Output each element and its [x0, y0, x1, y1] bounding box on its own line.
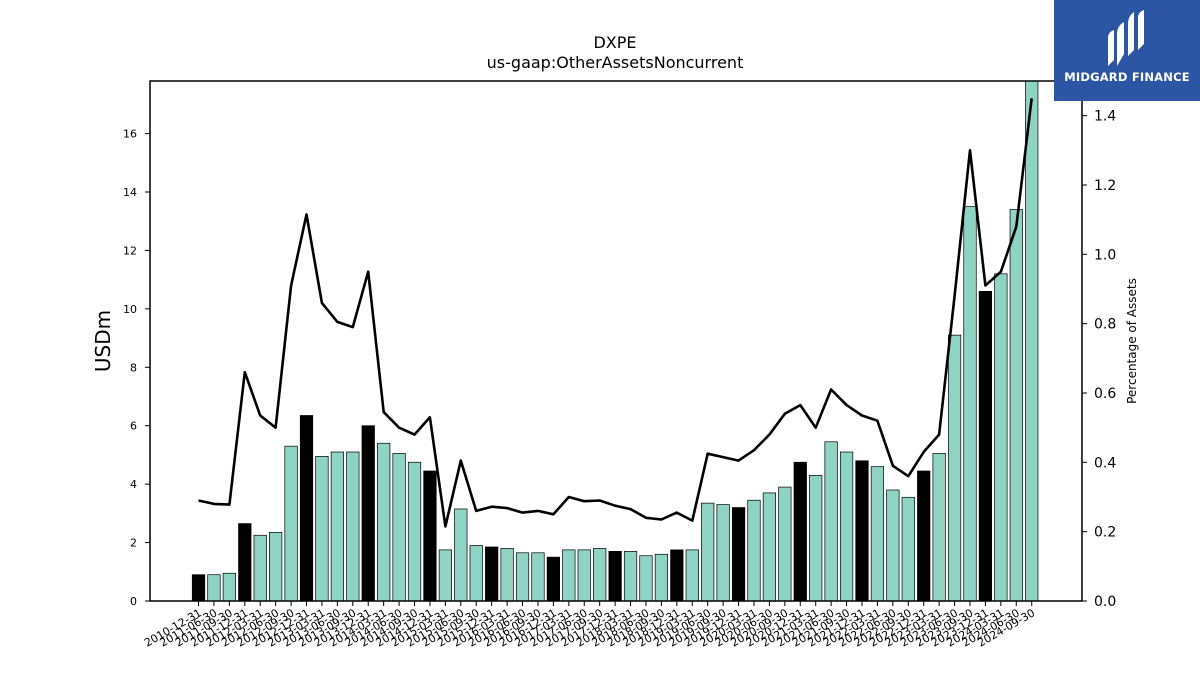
bar-2014-12-31 [423, 470, 437, 602]
bar-2019-12-31 [731, 507, 746, 602]
bar-2011-09-30 [222, 572, 236, 602]
bar-2017-12-31 [608, 550, 622, 602]
bar-2013-09-30 [346, 451, 360, 602]
bar-2015-09-30 [469, 545, 483, 602]
bar-2017-03-31 [562, 549, 576, 602]
bar-2021-06-30 [824, 441, 838, 602]
chart-title: DXPE [593, 33, 637, 52]
y-axis-label: USDm [91, 310, 115, 372]
bar-2012-12-31 [299, 415, 314, 602]
midgard-finance-logo: MIDGARD FINANCE [1054, 0, 1200, 101]
bar-2013-06-30 [330, 451, 344, 602]
bar-2010-12-31 [191, 574, 206, 602]
bar-2011-12-31 [238, 523, 252, 602]
bar-2015-03-31 [438, 549, 452, 602]
y2-tick-label: 0.8 [1094, 317, 1116, 333]
bar-2013-03-31 [315, 456, 329, 602]
bar-2023-09-30 [963, 206, 977, 602]
bar-2016-06-30 [515, 552, 530, 602]
bar-2012-03-31 [253, 534, 267, 602]
y-tick-label: 8 [130, 361, 137, 374]
bar-2015-12-31 [485, 546, 499, 602]
y-tick-label: 12 [123, 244, 137, 257]
logo-mark-icon [1108, 10, 1144, 66]
y2-tick-label: 1.2 [1094, 178, 1116, 194]
y2-tick-label: 0.6 [1094, 386, 1116, 402]
bar-2020-06-30 [762, 492, 777, 602]
bar-2023-03-31 [932, 453, 946, 602]
bar-2022-03-31 [870, 466, 885, 602]
chart-subtitle: us-gaap:OtherAssetsNoncurrent [486, 53, 744, 72]
y-tick-label: 14 [123, 186, 137, 199]
bar-2012-06-30 [269, 531, 283, 602]
y-tick-label: 2 [130, 537, 137, 550]
bar-2016-09-30 [531, 552, 545, 602]
bar-2014-03-31 [377, 442, 391, 602]
y-tick-label: 16 [123, 128, 137, 141]
y-tick-label: 0 [130, 595, 137, 608]
y2-tick-label: 1.4 [1094, 109, 1116, 125]
bar-2021-09-30 [839, 451, 854, 602]
bar-2020-09-30 [778, 486, 792, 602]
bar-2014-06-30 [392, 453, 406, 602]
bar-2016-12-31 [546, 556, 560, 602]
bar-2013-12-31 [361, 425, 375, 602]
y2-tick-label: 0.0 [1094, 594, 1116, 610]
bar-2018-12-31 [670, 549, 684, 602]
bar-2023-06-30 [947, 334, 962, 602]
logo-text: MIDGARD FINANCE [1064, 70, 1190, 84]
bar-2024-06-30 [1009, 209, 1023, 602]
plot-frame [149, 80, 1083, 602]
bar-2021-03-31 [809, 475, 823, 602]
bar-2022-06-30 [886, 489, 900, 602]
bar-2017-06-30 [577, 549, 591, 602]
bar-2018-06-30 [639, 555, 653, 602]
bar-2019-03-31 [685, 549, 699, 602]
bar-2020-12-31 [793, 461, 807, 602]
y2-axis-label: Percentage of Assets [1125, 278, 1139, 404]
y-tick-label: 10 [123, 303, 137, 316]
bar-2024-03-31 [994, 273, 1008, 602]
y-tick-label: 6 [130, 420, 137, 433]
bar-2018-03-31 [623, 550, 638, 602]
y2-tick-label: 1.0 [1094, 247, 1116, 263]
y-tick-label: 4 [130, 478, 137, 491]
bar-2012-09-30 [284, 445, 298, 602]
bar-2016-03-31 [500, 548, 514, 602]
bar-2011-06-30 [207, 574, 221, 602]
bar-2021-12-31 [855, 460, 869, 602]
bar-2020-03-31 [747, 499, 761, 602]
bar-2022-12-31 [917, 470, 931, 602]
bar-2023-12-31 [978, 290, 993, 602]
bar-2015-06-30 [454, 508, 468, 602]
bar-2019-09-30 [716, 504, 730, 602]
bar-2022-09-30 [901, 496, 915, 602]
bar-2019-06-30 [701, 502, 715, 602]
bar-2014-09-30 [407, 461, 422, 602]
y2-tick-label: 0.4 [1094, 455, 1116, 471]
y2-tick-label: 0.2 [1094, 525, 1116, 541]
bar-2017-09-30 [593, 548, 607, 602]
bar-2024-09-30 [1025, 80, 1039, 602]
bar-2018-09-30 [654, 553, 669, 602]
percentage-of-assets-line [198, 98, 1033, 528]
